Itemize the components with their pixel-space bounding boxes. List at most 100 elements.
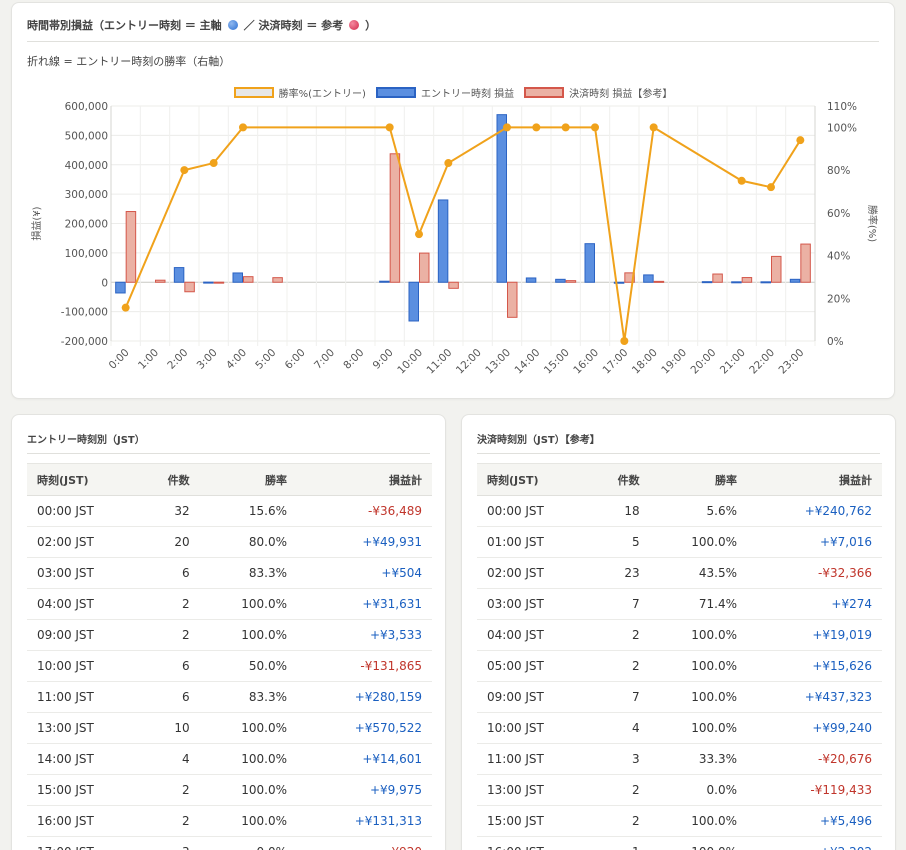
entry-pnl-bar [701, 281, 713, 284]
entry-count-cell: 3 [143, 836, 200, 850]
y-tick-label: 500,000 [65, 130, 108, 142]
entry-winrate-cell: 100.0% [199, 588, 297, 620]
entry-hour-cell: 13:00 JST [27, 712, 144, 744]
y2-tick-label: 20% [827, 293, 850, 305]
x-tick-label: 16:00 [571, 347, 601, 377]
entry-winrate-cell: 100.0% [199, 712, 297, 744]
exit-winrate-cell: 100.0% [649, 836, 747, 850]
exit-col-count: 件数 [593, 463, 650, 496]
exit-pnl-bar [653, 280, 665, 283]
exit-hour-cell: 10:00 JST [477, 712, 594, 744]
legend-swatch-rate [233, 87, 274, 98]
exit-pnl-bar [741, 277, 753, 283]
entry-winrate-cell: 50.0% [199, 650, 297, 682]
entry-winrate-cell: 100.0% [199, 743, 297, 775]
entry-col-winrate: 勝率 [199, 463, 297, 496]
exit-pnl-bar [624, 272, 635, 283]
entry-count-cell: 6 [143, 681, 200, 713]
y-tick-label: 100,000 [65, 248, 108, 260]
exit-dot-icon [349, 20, 360, 30]
exit-count-cell: 3 [593, 743, 650, 775]
exit-count-cell: 1 [593, 836, 650, 850]
exit-pnl-bar [389, 153, 401, 283]
entry-hour-table: 時刻(JST) 件数 勝率 損益計 00:00 JST 32 15.6% -¥36,4… [27, 463, 432, 850]
entry-pnl-bar [379, 280, 390, 283]
entry-count-cell: 6 [143, 557, 200, 589]
exit-pnl-cell: +¥437,323 [747, 681, 882, 713]
x-tick-label: 5:00 [253, 347, 278, 372]
entry-count-cell: 2 [143, 774, 200, 806]
exit-col-hour: 時刻(JST) [477, 463, 594, 496]
entry-table-row: 11:00 JST 6 83.3% +¥280,159 [27, 681, 432, 713]
x-tick-label: 12:00 [454, 347, 484, 377]
exit-pnl-bar [712, 273, 723, 283]
exit-hour-cell: 09:00 JST [477, 681, 594, 713]
legend-item-entry[interactable]: エントリー時刻 損益 [375, 85, 514, 100]
exit-table-divider [477, 453, 880, 454]
entry-pnl-bar [115, 281, 126, 294]
exit-count-cell: 7 [593, 681, 650, 713]
y2-tick-label: 0% [827, 336, 844, 348]
entry-pnl-bar [555, 278, 566, 283]
win-rate-point [239, 123, 247, 132]
exit-pnl-bar [448, 281, 459, 289]
legend-item-exit[interactable]: 決済時刻 損益【参考】 [524, 85, 672, 100]
hourly-pnl-chart-card: 時間帯別損益（エントリー時刻 ＝ 主軸 ／ 決済時刻 ＝ 参考 ） 折れ線 = … [11, 2, 895, 399]
entry-count-cell: 20 [143, 526, 200, 558]
entry-count-cell: 2 [143, 588, 200, 620]
exit-pnl-cell: +¥5,496 [747, 805, 882, 837]
exit-pnl-bar [125, 211, 137, 283]
entry-count-cell: 6 [143, 650, 200, 682]
exit-hour-table-card: 決済時刻別（JST）【参考】 時刻(JST) 件数 勝率 損益計 00:00 J… [461, 414, 896, 850]
y-tick-label: 600,000 [65, 101, 108, 113]
entry-pnl-bar [203, 281, 214, 284]
x-tick-label: 9:00 [371, 347, 396, 372]
win-rate-point [415, 230, 423, 239]
win-rate-point [532, 123, 541, 132]
exit-table-row: 03:00 JST 7 71.4% +¥274 [477, 588, 882, 620]
y2-tick-label: 110% [827, 101, 857, 113]
entry-table-row: 14:00 JST 4 100.0% +¥14,601 [27, 743, 432, 775]
exit-pnl-bar [771, 255, 782, 283]
x-tick-label: 8:00 [341, 347, 366, 372]
entry-pnl-cell: +¥504 [297, 557, 432, 589]
y-tick-label: 400,000 [65, 160, 108, 172]
exit-count-cell: 7 [593, 588, 650, 620]
exit-table-row: 01:00 JST 5 100.0% +¥7,016 [477, 526, 882, 558]
exit-pnl-cell: +¥7,016 [747, 526, 882, 558]
entry-hour-cell: 14:00 JST [27, 743, 144, 775]
legend-item-rate[interactable]: 勝率%(エントリー) [233, 85, 366, 100]
x-tick-label: 19:00 [659, 347, 689, 377]
entry-winrate-cell: 100.0% [199, 805, 297, 837]
exit-pnl-cell: +¥274 [747, 588, 882, 620]
exit-winrate-cell: 0.0% [649, 774, 747, 806]
entry-hour-table-card: エントリー時刻別（JST） 時刻(JST) 件数 勝率 損益計 00:00 JS… [11, 414, 446, 850]
exit-table-row: 16:00 JST1100.0%+¥2,202 [477, 836, 882, 850]
exit-hour-cell: 16:00 JST [477, 836, 594, 850]
exit-hour-cell: 11:00 JST [477, 743, 594, 775]
entry-hour-cell: 11:00 JST [27, 681, 144, 713]
exit-pnl-cell: +¥240,762 [747, 495, 882, 527]
entry-pnl-bar [525, 277, 537, 283]
entry-pnl-cell: +¥280,159 [297, 681, 432, 713]
entry-winrate-cell: 83.3% [199, 681, 297, 713]
entry-col-hour: 時刻(JST) [27, 463, 144, 496]
exit-pnl-bar [800, 243, 811, 283]
exit-count-cell: 2 [593, 805, 650, 837]
exit-table-row: 02:00 JST 23 43.5% -¥32,366 [477, 557, 882, 589]
exit-col-pnl: 損益計 [747, 463, 882, 496]
exit-winrate-cell: 43.5% [649, 557, 747, 589]
entry-col-pnl: 損益計 [297, 463, 432, 496]
exit-table-row: 13:00 JST 2 0.0% -¥119,433 [477, 774, 882, 806]
win-rate-point [121, 303, 130, 312]
exit-table-row: 04:00 JST 2 100.0% +¥19,019 [477, 619, 882, 651]
exit-pnl-cell: -¥32,366 [747, 557, 882, 589]
entry-pnl-cell: +¥131,313 [297, 805, 432, 837]
entry-pnl-cell: +¥31,631 [297, 588, 432, 620]
entry-winrate-cell: 100.0% [199, 774, 297, 806]
exit-pnl-bar [419, 252, 430, 283]
x-tick-label: 6:00 [283, 347, 308, 372]
chart-legend: 勝率%(エントリー) エントリー時刻 損益 決済時刻 損益【参考】 [12, 85, 894, 100]
entry-winrate-cell: 83.3% [199, 557, 297, 589]
win-rate-point [561, 123, 570, 132]
